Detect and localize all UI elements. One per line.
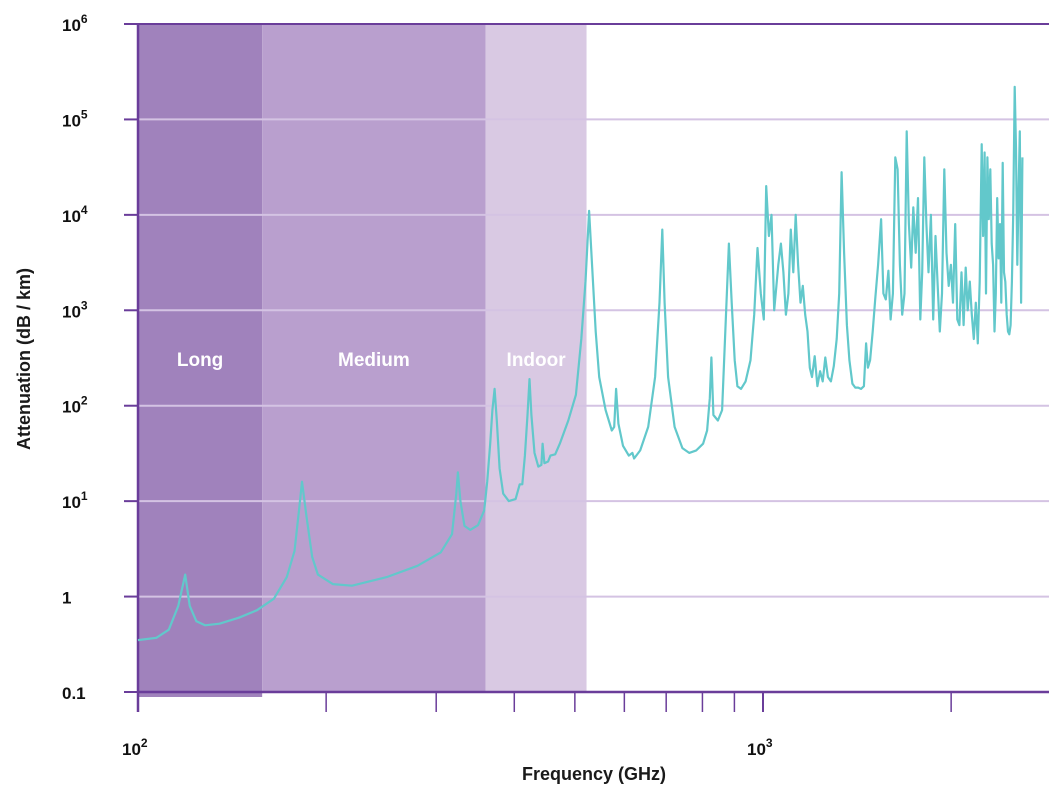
band-label-long: Long: [177, 350, 223, 371]
x-tick-label: 102: [122, 736, 148, 759]
series-line-0: [137, 85, 1024, 642]
band-label-medium: Medium: [338, 350, 410, 371]
y-tick-label: 102: [62, 394, 88, 417]
band-indoor: [485, 24, 587, 692]
y-tick-label: 104: [62, 203, 88, 226]
tick-labels: 0.1 1 101 102 103 104 105 106 102 103: [62, 12, 773, 759]
x-axis-title: Frequency (GHz): [522, 764, 666, 784]
band-label-indoor: Indoor: [507, 350, 567, 371]
y-axis-title: Attenuation (dB / km): [14, 268, 34, 450]
y-tick-label: 103: [62, 298, 88, 321]
y-tick-label: 105: [62, 107, 88, 130]
x-tick-label: 103: [747, 736, 773, 759]
axes: [124, 23, 1049, 712]
series-layer: [137, 85, 1024, 642]
band-long: [138, 24, 263, 697]
y-tick-label: 101: [62, 489, 88, 512]
y-tick-label: 1: [62, 589, 71, 608]
y-tick-label: 106: [62, 12, 88, 35]
y-tick-label: 0.1: [62, 684, 86, 703]
